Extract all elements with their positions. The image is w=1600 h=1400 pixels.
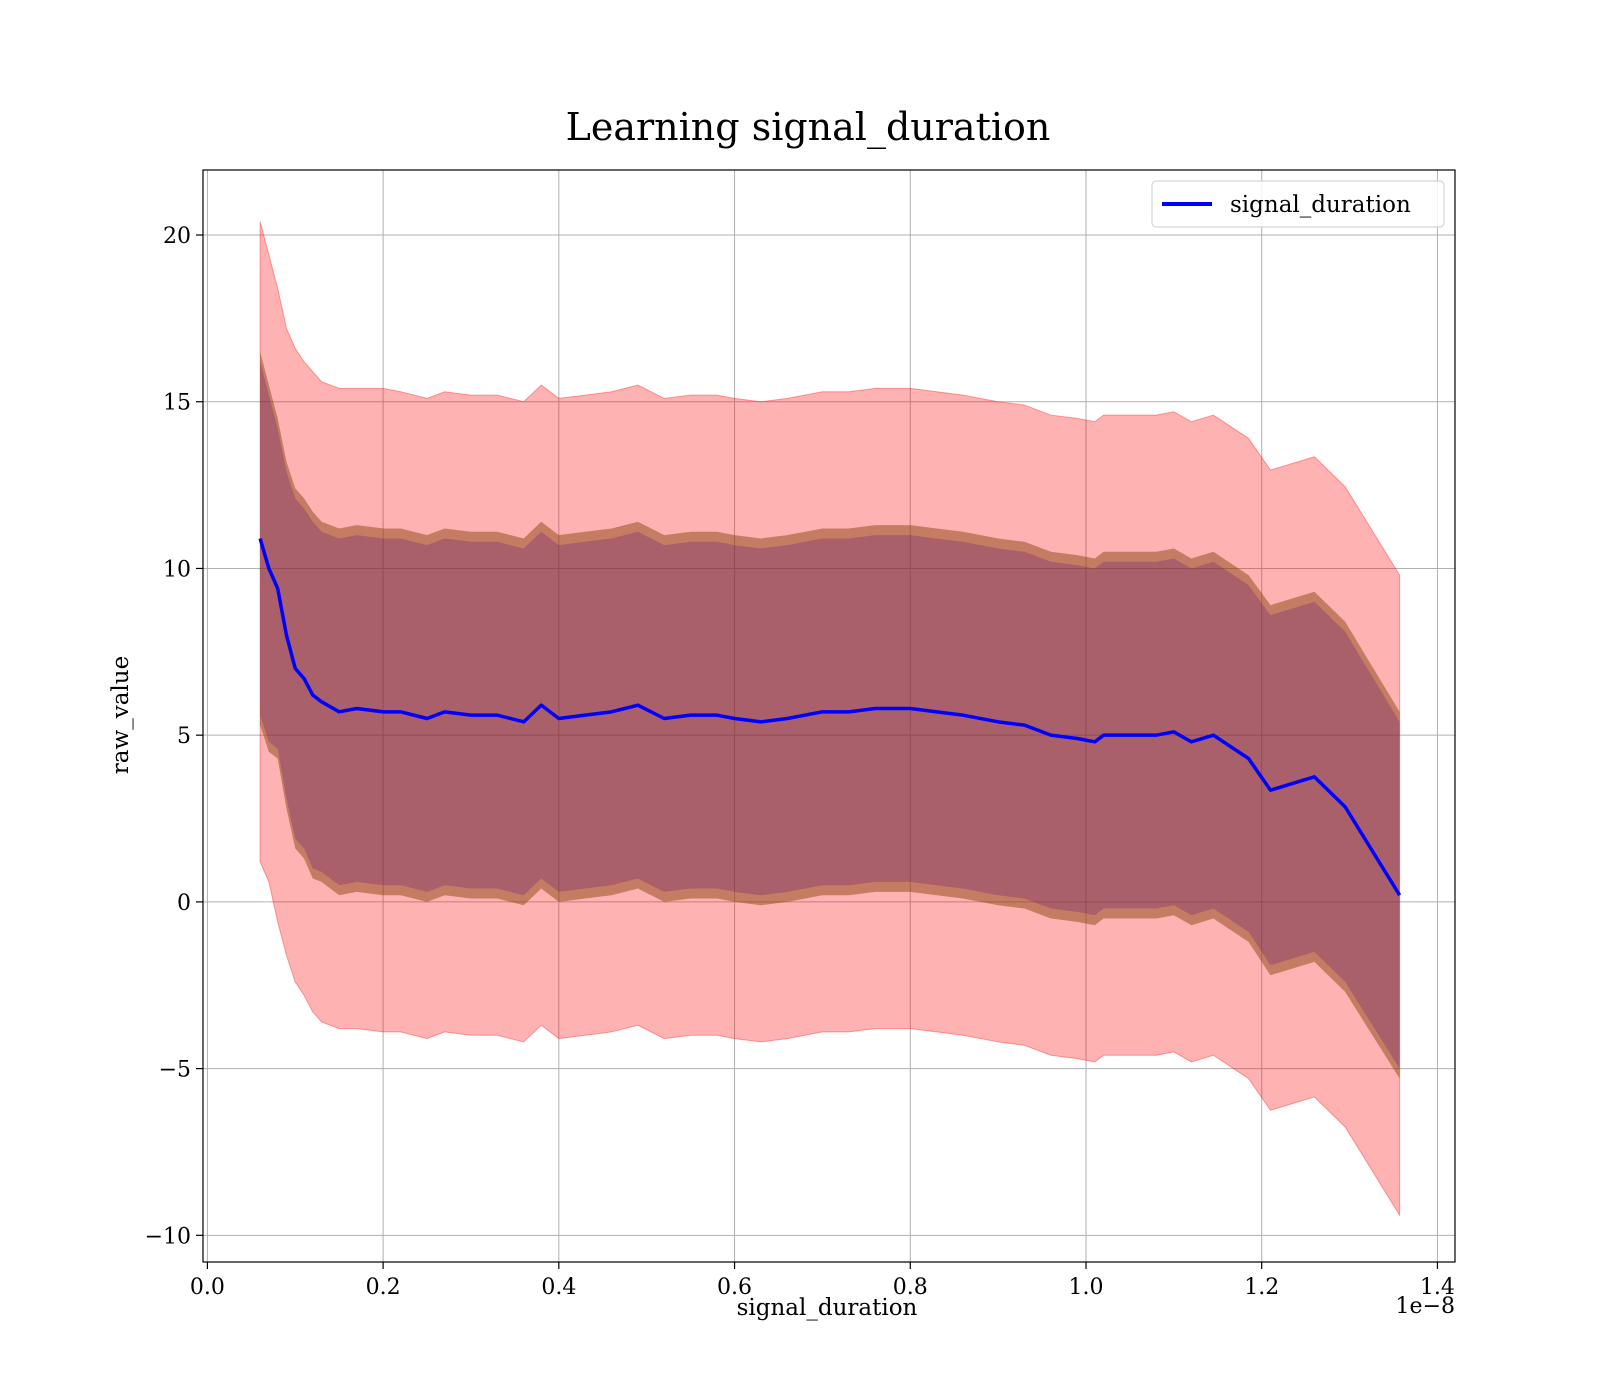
y-axis: −10 −5 0 5 10 15 20 — [145, 224, 203, 1249]
x-axis: 0.0 0.2 0.4 0.6 0.8 1.0 1.2 1.4 — [190, 1262, 1455, 1300]
x-axis-label: signal_duration — [737, 1295, 918, 1321]
chart-title: Learning signal_duration — [566, 105, 1051, 150]
y-tick-label: 10 — [163, 557, 191, 582]
legend: signal_duration — [1151, 180, 1445, 228]
x-tick-label: 1.0 — [1068, 1275, 1103, 1300]
x-tick-label: 0.4 — [541, 1275, 576, 1300]
x-tick-label: 0.0 — [190, 1275, 225, 1300]
bands — [259, 221, 1401, 1218]
legend-label: signal_duration — [1230, 192, 1411, 218]
x-tick-label: 1.4 — [1420, 1275, 1455, 1300]
x-tick-label: 0.6 — [717, 1275, 752, 1300]
x-offset-label: 1e−8 — [1396, 1294, 1455, 1319]
x-tick-label: 0.2 — [366, 1275, 401, 1300]
legend-box — [1151, 180, 1445, 228]
y-tick-label: 15 — [163, 391, 191, 416]
plot-frame — [202, 169, 1456, 1263]
inner-band-overlay — [260, 361, 1400, 1069]
y-tick-label: 0 — [177, 891, 191, 916]
x-tick-label: 0.8 — [893, 1275, 928, 1300]
lines — [258, 537, 1402, 897]
y-axis-label: raw_value — [108, 656, 134, 774]
y-tick-label: −5 — [159, 1058, 191, 1083]
inner-band — [260, 351, 1400, 1079]
x-tick-label: 1.2 — [1244, 1275, 1279, 1300]
y-tick-label: −10 — [145, 1224, 191, 1249]
series-line-signal-duration — [258, 537, 1402, 897]
y-tick-label: 5 — [177, 724, 191, 749]
y-tick-label: 20 — [163, 224, 191, 249]
